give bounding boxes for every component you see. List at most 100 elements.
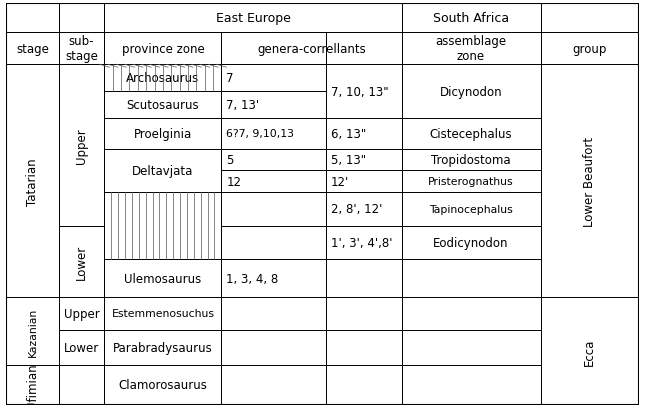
Bar xyxy=(401,193,541,226)
Text: Archosaurus: Archosaurus xyxy=(126,72,199,85)
Text: 1', 3', 4',8': 1', 3', 4',8' xyxy=(331,236,392,249)
Bar xyxy=(104,119,221,149)
Bar xyxy=(326,33,401,65)
Bar xyxy=(326,65,401,119)
Bar xyxy=(401,171,541,193)
Text: Lower: Lower xyxy=(64,341,99,354)
Bar xyxy=(541,297,639,405)
Text: genera-correllants: genera-correllants xyxy=(257,43,366,56)
Bar xyxy=(59,297,104,330)
Bar xyxy=(221,119,326,149)
Text: 7, 13': 7, 13' xyxy=(226,99,259,112)
Bar xyxy=(541,4,639,33)
Bar xyxy=(401,65,541,119)
Bar xyxy=(221,193,326,226)
Bar xyxy=(221,65,326,92)
Text: 2, 8', 12': 2, 8', 12' xyxy=(331,203,382,216)
Bar xyxy=(221,260,326,297)
Text: province zone: province zone xyxy=(121,43,204,56)
Text: 1, 3, 4, 8: 1, 3, 4, 8 xyxy=(226,272,279,285)
Bar xyxy=(221,149,326,171)
Bar xyxy=(59,365,104,405)
Text: 6, 13": 6, 13" xyxy=(331,128,366,140)
Bar xyxy=(104,65,221,92)
Bar xyxy=(59,33,104,65)
Text: Pristerognathus: Pristerognathus xyxy=(428,177,514,187)
Text: Tapinocephalus: Tapinocephalus xyxy=(429,204,513,214)
Bar xyxy=(104,149,221,193)
Text: Clamorosaurus: Clamorosaurus xyxy=(119,378,207,391)
Text: 5: 5 xyxy=(226,153,233,166)
Bar xyxy=(104,92,221,119)
Bar xyxy=(326,193,401,226)
Text: Tropidostoma: Tropidostoma xyxy=(432,153,511,166)
Text: stage: stage xyxy=(16,43,49,56)
Text: Cistecephalus: Cistecephalus xyxy=(430,128,512,140)
Bar xyxy=(326,171,401,193)
Text: group: group xyxy=(572,43,607,56)
Bar xyxy=(541,65,639,297)
Bar xyxy=(326,149,401,171)
Bar xyxy=(541,33,639,65)
Bar xyxy=(59,226,104,297)
Bar xyxy=(6,33,59,65)
Bar xyxy=(326,330,401,365)
Bar xyxy=(104,330,221,365)
Text: Ufimian: Ufimian xyxy=(26,362,39,408)
Text: Ulemosaurus: Ulemosaurus xyxy=(124,272,201,285)
Bar xyxy=(221,226,326,260)
Text: Tatarian: Tatarian xyxy=(26,157,39,205)
Text: 12': 12' xyxy=(331,175,349,188)
Bar xyxy=(221,92,326,119)
Bar xyxy=(221,297,326,330)
Text: Parabradysaurus: Parabradysaurus xyxy=(113,341,213,354)
Bar xyxy=(6,365,59,405)
Text: Estemmenosuchus: Estemmenosuchus xyxy=(112,309,214,319)
Bar xyxy=(326,365,401,405)
Bar xyxy=(6,297,59,365)
Bar xyxy=(104,33,221,65)
Bar xyxy=(401,226,541,260)
Bar xyxy=(104,4,401,33)
Text: Lower: Lower xyxy=(75,244,88,279)
Bar xyxy=(401,4,541,33)
Text: 6?7, 9,10,13: 6?7, 9,10,13 xyxy=(226,129,294,139)
Text: Proelginia: Proelginia xyxy=(134,128,192,140)
Text: 7: 7 xyxy=(226,72,234,85)
Bar xyxy=(104,260,221,297)
Bar xyxy=(59,65,104,226)
Bar xyxy=(401,365,541,405)
Bar xyxy=(401,119,541,149)
Bar xyxy=(104,193,221,260)
Text: Ecca: Ecca xyxy=(583,337,596,365)
Bar xyxy=(326,260,401,297)
Text: East Europe: East Europe xyxy=(215,12,290,25)
Bar xyxy=(326,226,401,260)
Text: Lower Beaufort: Lower Beaufort xyxy=(583,136,596,226)
Bar xyxy=(6,65,59,297)
Text: assemblage
zone: assemblage zone xyxy=(435,35,506,63)
Bar xyxy=(104,297,221,330)
Bar xyxy=(401,260,541,297)
Bar xyxy=(401,330,541,365)
Text: 5, 13": 5, 13" xyxy=(331,153,366,166)
Text: Eodicynodon: Eodicynodon xyxy=(433,236,509,249)
Bar xyxy=(401,33,541,65)
Bar xyxy=(6,4,59,33)
Text: Scutosaurus: Scutosaurus xyxy=(126,99,199,112)
Bar xyxy=(401,149,541,171)
Bar xyxy=(221,33,326,65)
Text: Upper: Upper xyxy=(75,128,88,164)
Text: Upper: Upper xyxy=(64,307,99,320)
Bar xyxy=(221,330,326,365)
Bar xyxy=(326,119,401,149)
Text: South Africa: South Africa xyxy=(433,12,509,25)
Bar xyxy=(59,330,104,365)
Bar xyxy=(401,297,541,330)
Text: 12: 12 xyxy=(226,175,241,188)
Bar xyxy=(104,365,221,405)
Bar xyxy=(326,297,401,330)
Bar xyxy=(221,365,326,405)
Bar xyxy=(221,171,326,193)
Bar xyxy=(59,4,104,33)
